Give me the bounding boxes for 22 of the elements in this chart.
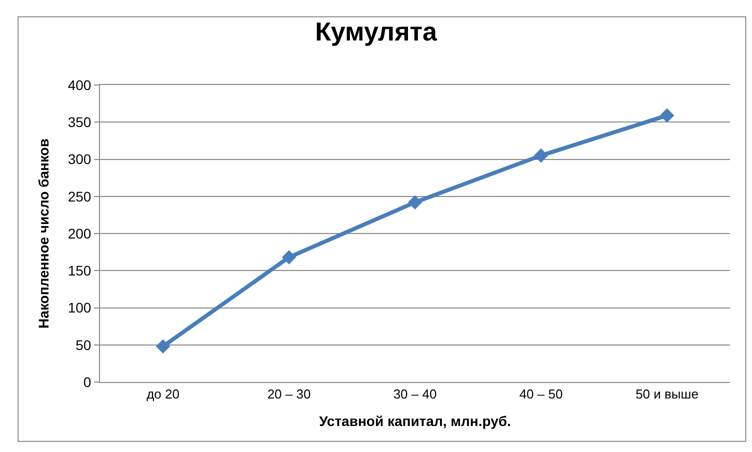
x-axis-title: Уставной капитал, млн.руб. xyxy=(319,412,511,429)
point xyxy=(660,108,674,123)
y-tick-label: 250 xyxy=(68,188,92,204)
point xyxy=(534,148,548,163)
x-tick-label: до 20 xyxy=(146,386,180,402)
y-tick-label: 50 xyxy=(76,336,92,353)
y-tick-label: 350 xyxy=(68,114,92,130)
y-tick-label: 0 xyxy=(83,374,92,390)
x-tick-label: 40 – 50 xyxy=(519,386,563,402)
y-tick-label: 300 xyxy=(68,151,92,168)
y-tick-label: 100 xyxy=(68,300,92,316)
y-tick-label: 200 xyxy=(68,225,92,242)
point xyxy=(282,250,296,264)
point xyxy=(408,195,422,210)
y-tick-label: 400 xyxy=(68,76,92,93)
x-tick-label: 20 – 30 xyxy=(267,386,311,402)
point xyxy=(156,339,170,354)
y-tick-label: 150 xyxy=(68,262,92,279)
chart-title: Кумулята xyxy=(315,16,438,47)
y-axis-title: Накопленное число банков xyxy=(35,138,52,328)
x-tick-label: 50 и выше xyxy=(636,386,698,402)
x-tick-label: 30 – 40 xyxy=(393,386,437,402)
